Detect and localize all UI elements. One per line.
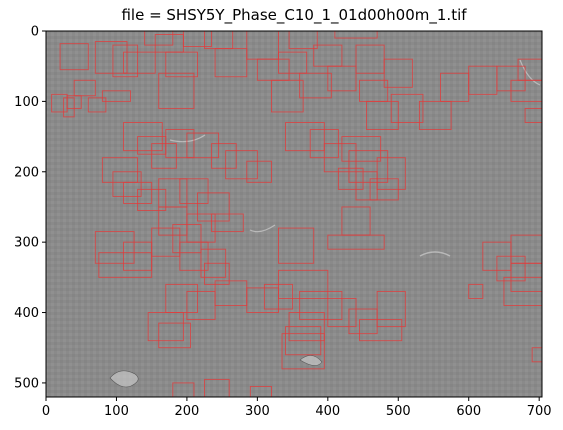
bounding-box [165,51,198,78]
plot-frame [45,30,543,398]
bounding-box [182,31,213,47]
bounding-box [211,213,244,233]
x-tick-label: 500 [386,404,411,419]
y-tick-label: 500 [14,376,39,391]
bounding-box [101,90,131,102]
bounding-box [197,192,230,222]
x-tick-label: 200 [174,404,199,419]
bounding-box [285,326,322,356]
x-tick-label: 300 [245,404,270,419]
bounding-box [278,51,308,74]
bounding-box [246,160,272,183]
bounding-box [204,262,230,285]
bounding-box [112,44,139,78]
bounding-box [158,322,191,349]
x-tick-label: 400 [315,404,340,419]
y-tick-label: 300 [14,236,39,251]
bounding-box [281,333,325,370]
bounding-box [151,227,181,257]
cell-texture [109,59,541,388]
bounding-box [366,100,399,130]
bounding-box [383,58,413,88]
bounding-box [278,227,315,264]
bounding-box [468,283,484,299]
bounding-box [288,31,318,50]
bounding-box [112,171,142,197]
bounding-box [147,312,184,342]
chart-title: file = SHSY5Y_Phase_C10_1_01d00h00m_1.ti… [121,6,467,24]
bounding-box [225,150,258,180]
bounding-box [63,97,75,118]
bounding-box [137,188,167,211]
bounding-boxes [51,31,542,397]
x-axis: 0 100 200 300 400 500 600 700 [42,397,552,419]
bounding-box [101,157,139,183]
bounding-box [337,167,364,190]
bounding-box [73,79,96,97]
bounding-box [348,150,389,183]
bounding-box [285,122,325,152]
bounding-box [327,234,385,250]
bounding-box [510,79,542,102]
bounding-box [211,143,237,169]
bounding-box [165,129,195,159]
x-tick-label: 100 [104,404,129,419]
y-tick-label: 100 [14,95,39,110]
bounding-box [94,41,128,74]
bounding-box [186,290,216,321]
bounding-box [186,132,220,159]
bounding-box [369,178,399,201]
bounding-box [359,319,403,342]
y-tick-label: 0 [31,25,39,40]
bounding-box [323,143,357,173]
bounding-box [172,224,202,254]
bounding-box [98,252,153,278]
bounding-box [94,231,135,264]
bounding-box [376,290,406,328]
bounding-box [144,31,174,46]
bounding-box [246,287,279,313]
x-tick-label: 600 [456,404,481,419]
bounding-box [158,72,195,109]
y-axis: 0 100 200 300 400 500 [14,25,46,391]
bounding-box [214,48,248,78]
bounding-box [271,79,304,113]
y-tick-label: 400 [14,306,39,321]
bounding-box [59,43,89,71]
bounding-box [179,178,209,204]
bounding-box [249,385,272,397]
x-tick-label: 700 [527,404,552,419]
bounding-box [123,51,156,74]
bounding-box [418,100,452,130]
bounding-box [327,65,357,92]
bounding-box [151,143,177,169]
bounding-box [390,93,424,123]
y-tick-label: 200 [14,165,39,180]
bounding-box [327,298,357,328]
bounding-box [66,95,82,109]
bounding-box [341,136,382,162]
bounding-box [334,31,378,39]
bounding-box [355,171,378,201]
x-tick-label: 0 [42,404,50,419]
micrograph-background [46,31,542,397]
bounding-box [503,276,542,306]
bounding-box [87,97,107,113]
bounding-box [299,290,343,321]
bounding-box [299,72,332,99]
